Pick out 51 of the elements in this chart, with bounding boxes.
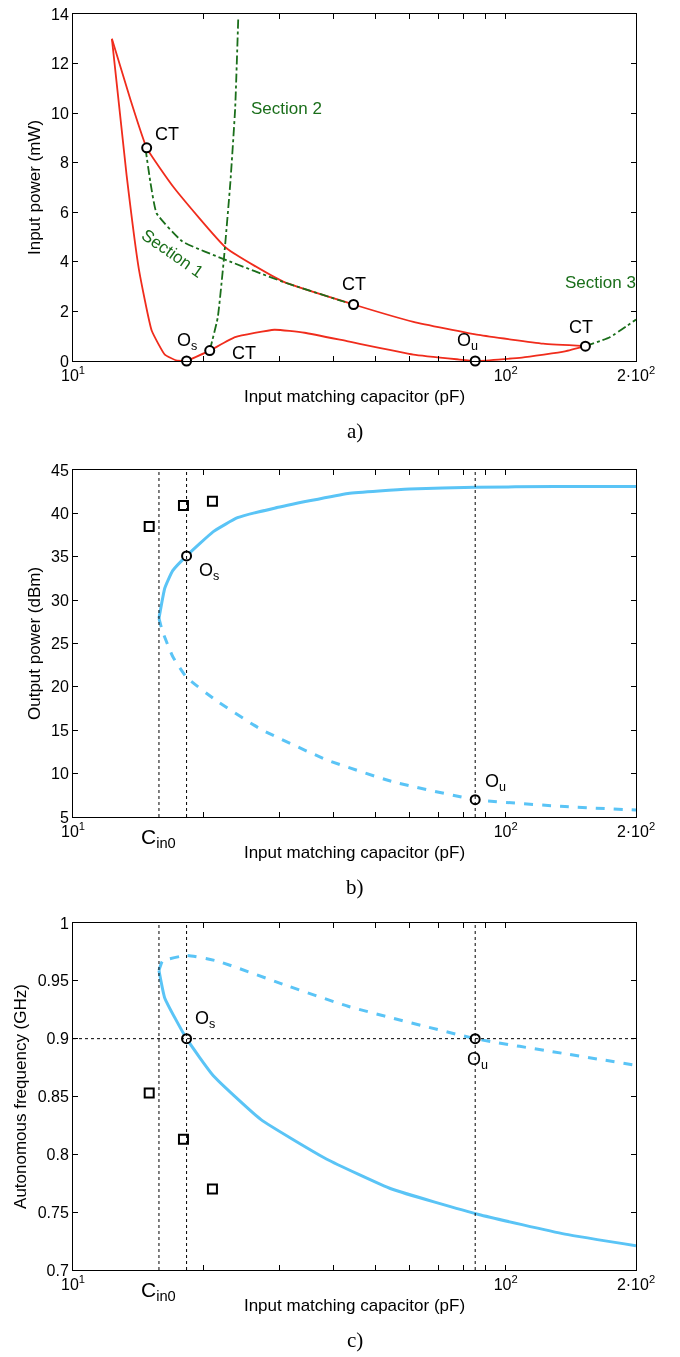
y-tick-label: 6 bbox=[59, 203, 69, 221]
annotation: O$_{u}$ bbox=[467, 1049, 489, 1072]
x-tick-label: 10$^{2}$ bbox=[493, 364, 518, 385]
y-tick-label: 35 bbox=[51, 548, 69, 566]
x-tick-label: 2·10$^{2}$ bbox=[616, 820, 656, 841]
annotation: O$_{u}$ bbox=[457, 330, 479, 353]
y-tick-label: 0.9 bbox=[46, 1030, 69, 1048]
y-tick-label: 40 bbox=[51, 504, 69, 522]
y-tick-label: 30 bbox=[51, 591, 69, 609]
annotation: O$_{s}$ bbox=[195, 1008, 216, 1031]
y-tick-label: 20 bbox=[51, 678, 69, 696]
annotation: CT bbox=[342, 274, 366, 294]
annotation: O$_{s}$ bbox=[177, 330, 198, 353]
series-label: Section 2 bbox=[251, 99, 322, 118]
y-tick-label: 0.75 bbox=[37, 1203, 69, 1221]
text: c) bbox=[347, 1328, 364, 1352]
annotation: CT bbox=[232, 343, 256, 363]
y-tick-label: 15 bbox=[51, 721, 69, 739]
annotation: O$_{u}$ bbox=[485, 771, 507, 794]
y-tick-label: 14 bbox=[51, 5, 69, 23]
x-tick-label: 10$^{2}$ bbox=[493, 820, 518, 841]
y-tick-label: 0.8 bbox=[46, 1145, 69, 1163]
ref-line-label: C$_{in0}$ bbox=[141, 825, 176, 852]
y-tick-label: 4 bbox=[59, 253, 69, 271]
y-tick-label: 10 bbox=[51, 104, 69, 122]
x-tick-label: 10$^{2}$ bbox=[493, 1273, 518, 1294]
x-axis-title: Input matching capacitor (pF) bbox=[243, 1295, 466, 1315]
y-tick-label: 1 bbox=[59, 914, 69, 932]
y-tick-label: 25 bbox=[51, 635, 69, 653]
y-axis-title: Input power (mW) bbox=[24, 119, 44, 256]
text: a) bbox=[347, 419, 364, 443]
y-tick-label: 0.7 bbox=[46, 1261, 69, 1279]
y-tick-label: 8 bbox=[59, 154, 69, 172]
y-axis-title: Autonomous frequency (GHz) bbox=[11, 984, 31, 1209]
annotation: O$_{s}$ bbox=[199, 560, 220, 583]
x-tick-label: 2·10$^{2}$ bbox=[616, 1273, 656, 1294]
y-tick-label: 0.85 bbox=[37, 1088, 69, 1106]
y-tick-label: 12 bbox=[51, 55, 69, 73]
ref-line-label: C$_{in0}$ bbox=[141, 1278, 176, 1305]
y-tick-label: 10 bbox=[51, 765, 69, 783]
annotation: CT bbox=[155, 124, 179, 144]
y-tick-label: 45 bbox=[51, 461, 69, 479]
annotation: CT bbox=[569, 317, 593, 337]
y-axis-title: Output power (dBm) bbox=[24, 566, 44, 721]
y-tick-label: 2 bbox=[59, 303, 69, 321]
y-tick-label: 0.95 bbox=[37, 972, 69, 990]
series-label: Section 3 bbox=[565, 273, 636, 292]
x-axis-title: Input matching capacitor (pF) bbox=[243, 842, 466, 862]
x-axis-title: Input matching capacitor (pF) bbox=[243, 386, 466, 406]
text: b) bbox=[346, 875, 364, 899]
x-tick-label: 2·10$^{2}$ bbox=[616, 364, 656, 385]
